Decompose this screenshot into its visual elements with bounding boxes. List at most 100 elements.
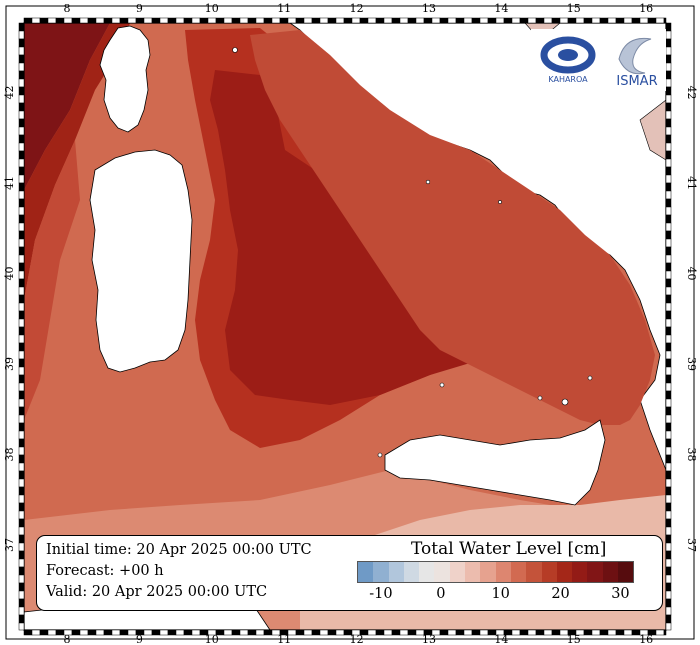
frame-dash xyxy=(18,86,25,96)
frame-dash xyxy=(407,17,417,24)
frame-dash xyxy=(18,438,25,448)
frame-dash xyxy=(18,622,25,631)
frame-dash xyxy=(665,342,672,352)
frame-dash xyxy=(665,430,672,440)
frame-dash xyxy=(665,246,672,256)
frame-dash xyxy=(665,582,672,592)
frame-dash xyxy=(18,334,25,344)
frame-dash xyxy=(191,17,201,24)
frame-dash xyxy=(631,17,641,24)
frame-dash xyxy=(143,17,153,24)
frame-dash xyxy=(665,414,672,424)
frame-dash xyxy=(391,17,401,24)
frame-dash xyxy=(665,118,672,128)
island-elba xyxy=(232,47,238,53)
frame-dash xyxy=(18,318,25,328)
frame-dash xyxy=(18,462,25,472)
frame-dash xyxy=(665,134,672,144)
frame-dash xyxy=(665,94,672,104)
frame-dash xyxy=(18,174,25,184)
colorbar-swatch xyxy=(495,562,511,582)
italy-sea-overlay xyxy=(250,30,655,425)
frame-dash xyxy=(18,478,25,488)
frame-dash xyxy=(665,542,672,552)
frame-dash xyxy=(665,254,672,264)
frame-dash xyxy=(18,254,25,264)
frame-dash xyxy=(665,270,672,280)
forecast-text: Forecast: +00 h xyxy=(46,563,164,579)
frame-dash xyxy=(295,17,305,24)
longitude-tick-label: 15 xyxy=(567,633,581,645)
latitude-tick-label: 39 xyxy=(3,357,16,371)
frame-dash xyxy=(18,118,25,128)
frame-dash xyxy=(665,46,672,56)
frame-dash xyxy=(18,38,25,48)
frame-dash xyxy=(655,17,665,24)
colorbar-swatch xyxy=(465,562,481,582)
longitude-tick-label: 9 xyxy=(136,2,143,15)
frame-dash xyxy=(127,629,137,636)
frame-dash xyxy=(665,526,672,536)
longitude-tick-label: 8 xyxy=(64,633,71,645)
kaharoa-logo-ring xyxy=(540,36,596,74)
colorbar-swatch xyxy=(373,562,389,582)
ismar-logo: ISMAR xyxy=(607,29,666,91)
frame-dash xyxy=(18,166,25,176)
island-lipari-3 xyxy=(587,375,593,381)
frame-dash xyxy=(319,17,329,24)
frame-dash xyxy=(18,366,25,376)
frame-dash xyxy=(263,17,273,24)
frame-dash xyxy=(327,629,337,636)
frame-dash xyxy=(665,334,672,344)
frame-dash xyxy=(665,574,672,584)
frame-dash xyxy=(343,17,353,24)
colorbar-swatch xyxy=(602,562,619,582)
frame-dash xyxy=(71,629,81,636)
frame-dash xyxy=(665,142,672,152)
frame-dash xyxy=(319,629,329,636)
frame-dash xyxy=(95,629,105,636)
frame-dash xyxy=(665,390,672,400)
colorbar xyxy=(357,561,635,583)
frame-dash xyxy=(665,78,672,88)
frame-dash xyxy=(18,590,25,600)
frame-dash xyxy=(431,17,441,24)
frame-dash xyxy=(463,629,473,636)
frame-dash xyxy=(79,17,89,24)
latitude-tick-label: 42 xyxy=(685,86,698,100)
frame-dash xyxy=(287,17,297,24)
frame-dash xyxy=(263,629,273,636)
frame-dash xyxy=(31,17,41,24)
frame-dash xyxy=(223,629,233,636)
initial-time-text: Initial time: 20 Apr 2025 00:00 UTC xyxy=(46,542,312,558)
frame-dash xyxy=(665,350,672,360)
frame-dash xyxy=(63,17,73,24)
colorbar-tick-label: 20 xyxy=(551,586,570,602)
frame-dash xyxy=(665,174,672,184)
frame-dash xyxy=(665,54,672,64)
frame-dash xyxy=(191,629,201,636)
island-ponza xyxy=(425,179,431,185)
frame-dash xyxy=(665,206,672,216)
frame-dash xyxy=(665,462,672,472)
frame-dash xyxy=(455,629,465,636)
frame-dash xyxy=(159,629,169,636)
frame-dash xyxy=(18,574,25,584)
frame-dash xyxy=(511,17,521,24)
colorbar-swatch xyxy=(572,562,588,582)
frame-dash xyxy=(18,302,25,312)
colorbar-tick-label: 10 xyxy=(491,586,510,602)
latitude-tick-label: 42 xyxy=(3,86,16,100)
kaharoa-logo: KAHAROA xyxy=(531,29,606,91)
frame-dash xyxy=(665,294,672,304)
frame-dash xyxy=(583,629,593,636)
frame-dash xyxy=(383,17,393,24)
frame-dash xyxy=(18,582,25,592)
frame-dash xyxy=(23,629,33,636)
sicily-land xyxy=(384,419,606,506)
frame-dash xyxy=(18,446,25,456)
island-lipari-1 xyxy=(537,395,543,401)
frame-dash xyxy=(327,17,337,24)
frame-dash xyxy=(665,238,672,248)
